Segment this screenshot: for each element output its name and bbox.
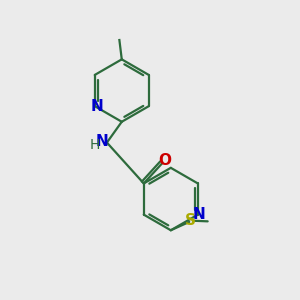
Text: S: S: [185, 213, 196, 228]
Text: N: N: [193, 207, 206, 222]
Text: H: H: [89, 138, 100, 152]
Text: N: N: [95, 134, 108, 148]
Text: N: N: [91, 99, 103, 114]
Text: O: O: [159, 153, 172, 168]
